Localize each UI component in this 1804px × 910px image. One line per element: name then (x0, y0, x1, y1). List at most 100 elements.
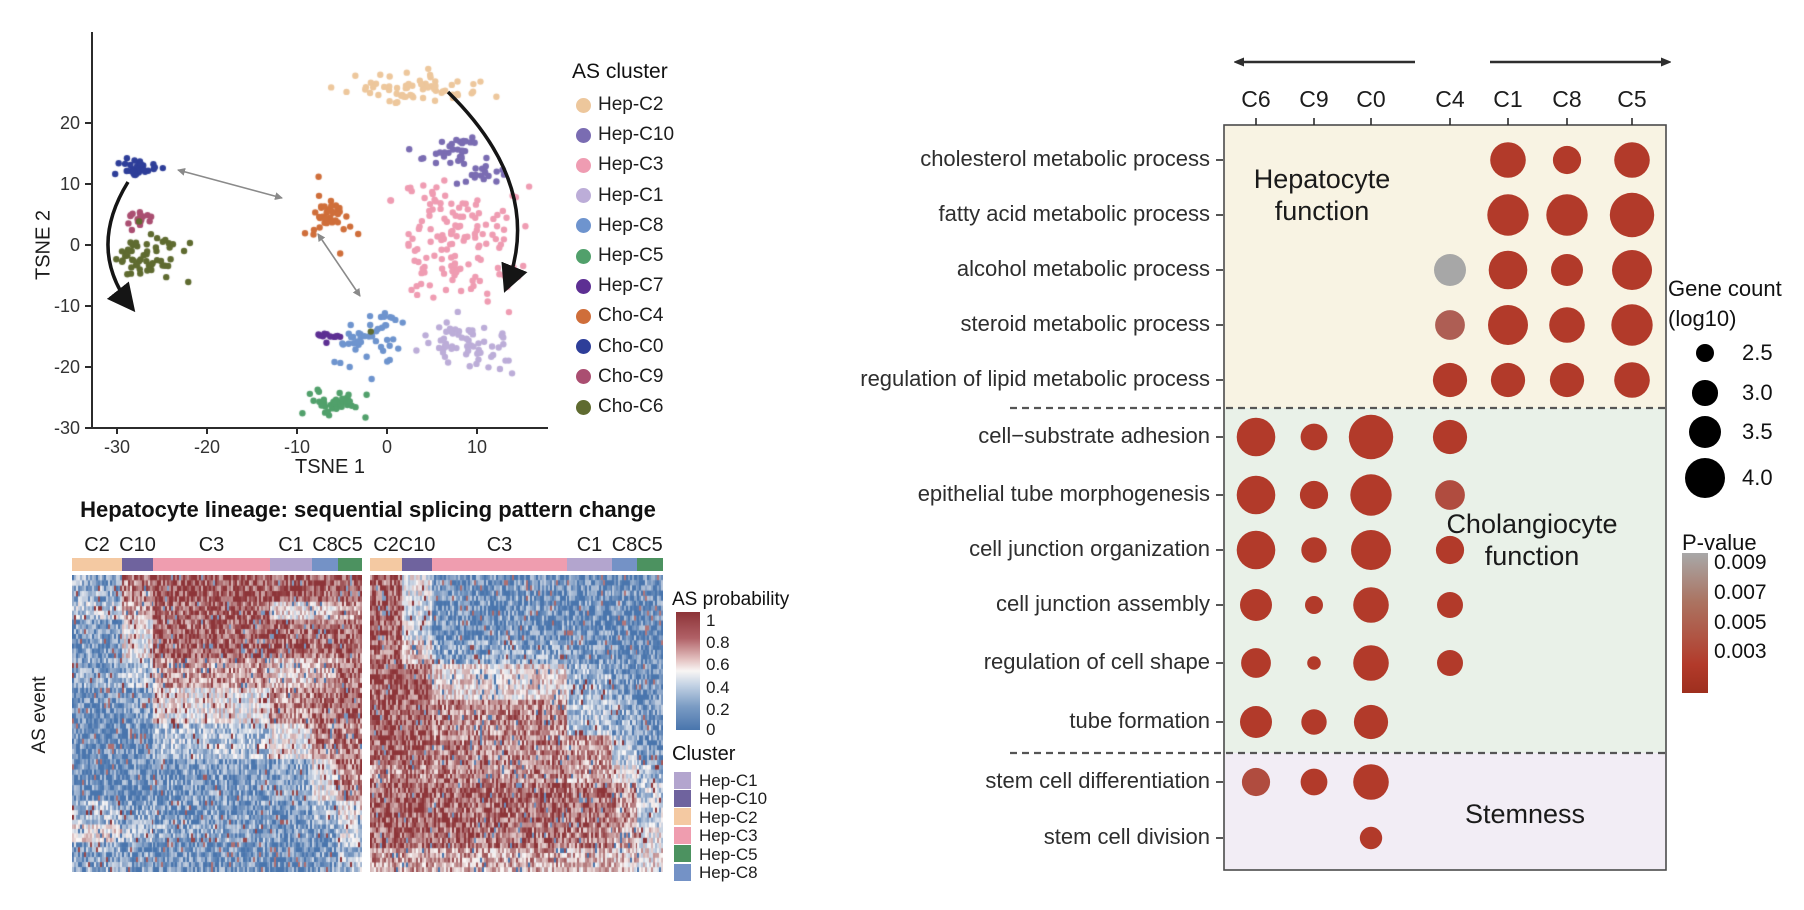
gene-count-legend-dot-3.5 (1688, 415, 1722, 449)
annotation-segment-C3 (432, 558, 567, 571)
tsne-x-axis-spine (88, 427, 548, 429)
dotplot-row-label: tube formation (1069, 708, 1210, 733)
go-dot-C5-row3 (1611, 304, 1653, 346)
dotplot-row-label: regulation of cell shape (983, 649, 1210, 674)
annotation-segment-C5 (338, 558, 362, 571)
tsne-legend-label-Cho-C6: Cho-C6 (598, 396, 664, 417)
tsne-legend-label-Hep-C5: Hep-C5 (598, 245, 664, 266)
tsne-y-tick (85, 183, 91, 185)
tsne-legend-swatch-Hep-C1 (576, 188, 591, 204)
go-dot-C8-row0 (1552, 145, 1582, 175)
go-dot-C0-row10 (1353, 704, 1389, 740)
tsne-y-tick-label: 10 (59, 174, 80, 194)
tsne-legend-label-Hep-C1: Hep-C1 (598, 184, 664, 206)
go-dot-C4-row2 (1434, 254, 1466, 286)
dotplot-column-label-C1: C1 (1493, 86, 1523, 112)
annotation-segment-C10 (122, 558, 153, 571)
dotplot-row-label: cell junction assembly (996, 591, 1210, 616)
go-dot-C0-row11 (1353, 764, 1389, 800)
annotation-segment-C1 (270, 558, 312, 571)
tsne-y-axis-spine (91, 32, 93, 428)
p-value-tick-label: 0.003 (1714, 640, 1767, 663)
dotplot-row-label: epithelial tube morphogenesis (917, 481, 1210, 506)
heatmap-column-label-C3: C3 (198, 534, 225, 556)
dotplot-column-label-C6: C6 (1241, 86, 1271, 112)
tsne-y-tick (85, 122, 91, 124)
cluster-legend-label-Hep-C8: Hep-C8 (699, 863, 758, 882)
cluster-legend-swatch-Hep-C1 (674, 771, 691, 789)
tsne-legend-title: AS cluster (572, 60, 668, 83)
tsne-x-tick (386, 428, 388, 434)
dotplot-row-label: stem cell differentiation (985, 768, 1210, 793)
tsne-legend-label-Cho-C9: Cho-C9 (598, 365, 664, 387)
annotation-segment-C8 (312, 558, 338, 571)
transition-double-arrow-1 (177, 167, 283, 201)
cluster-legend-label-Hep-C1: Hep-C1 (699, 771, 758, 790)
tsne-x-tick (476, 428, 478, 434)
go-dot-C8-row3 (1549, 307, 1585, 343)
go-dot-C4-row9 (1437, 650, 1463, 676)
go-dot-C4-row4 (1432, 362, 1468, 398)
annotation-segment-C8 (612, 558, 637, 571)
tsne-y-tick-label: -30 (53, 418, 80, 438)
gene-count-legend-value-2.5: 2.5 (1742, 340, 1773, 365)
tsne-x-tick (206, 428, 208, 434)
gene-count-legend-value-3.5: 3.5 (1742, 419, 1773, 444)
annotation-segment-C5 (637, 558, 663, 571)
heatmap-column-label-C2: C2 (373, 534, 399, 556)
tsne-legend-swatch-Cho-C9 (576, 369, 591, 385)
tsne-x-tick-label: -30 (103, 437, 130, 457)
tsne-legend-label-Hep-C8: Hep-C8 (598, 214, 664, 236)
cluster-legend-label-Hep-C5: Hep-C5 (699, 844, 758, 864)
section-label-stemness: Stemness (1464, 799, 1586, 829)
go-dot-C4-row6 (1435, 480, 1465, 510)
dotplot-column-label-C8: C8 (1552, 86, 1582, 112)
go-dot-C5-row4 (1614, 362, 1650, 398)
tsne-x-tick (116, 428, 118, 434)
go-dot-C6-row9 (1241, 648, 1271, 678)
tsne-x-tick-label: -10 (283, 437, 310, 457)
go-dot-C6-row6 (1236, 475, 1276, 515)
dotplot-row-label: stem cell division (1043, 824, 1210, 849)
dotplot-column-label-C5: C5 (1617, 86, 1647, 112)
go-dot-C6-row11 (1241, 767, 1271, 797)
tsne-y-tick-label: 20 (59, 113, 80, 133)
go-dot-C9-row9 (1307, 656, 1321, 670)
go-dot-C5-row0 (1614, 142, 1650, 178)
gene-count-legend-title-line2: (log10) (1668, 306, 1737, 331)
gene-count-legend-value-4.0: 4.0 (1742, 465, 1773, 490)
go-dot-C1-row0 (1490, 142, 1526, 178)
tsne-x-tick (296, 428, 298, 434)
as-probability-tick-label: 0.6 (706, 655, 730, 674)
cluster-legend-label-Hep-C10: Hep-C10 (699, 789, 768, 809)
tsne-legend-swatch-Cho-C6 (576, 399, 591, 415)
gene-count-legend-value-3.0: 3.0 (1742, 380, 1773, 405)
go-dot-C0-row7 (1351, 530, 1391, 570)
as-probability-colorbar (676, 612, 700, 730)
dotplot-row-label: fatty acid metabolic process (938, 201, 1210, 226)
tsne-legend-swatch-Cho-C0 (576, 339, 591, 355)
tsne-y-tick (85, 244, 91, 246)
heatmap-left-panel (72, 575, 362, 872)
go-dot-C9-row7 (1301, 537, 1327, 563)
dotplot-column-label-C0: C0 (1356, 86, 1386, 112)
heatmap-column-label-C8: C8 (312, 534, 338, 556)
as-probability-tick-label: 0 (706, 720, 716, 739)
go-dot-C4-row3 (1435, 310, 1465, 340)
gene-count-legend-dot-4.0 (1685, 458, 1725, 498)
go-dotplot (1010, 40, 1804, 871)
p-value-tick-label: 0.009 (1714, 551, 1767, 574)
tsne-legend-label-Hep-C3: Hep-C3 (598, 154, 664, 176)
go-dot-C6-row8 (1240, 589, 1272, 621)
tsne-legend-swatch-Hep-C7 (576, 278, 591, 294)
cluster-legend-swatch-Hep-C5 (674, 845, 691, 863)
go-dot-C8-row2 (1551, 254, 1583, 286)
tsne-y-tick (85, 427, 91, 429)
heatmap-column-label-C10: C10 (398, 534, 436, 556)
dotplot-column-label-C9: C9 (1299, 86, 1329, 112)
tsne-y-tick-label: -20 (53, 357, 80, 377)
p-value-tick-label: 0.005 (1714, 611, 1767, 634)
p-value-tick-label: 0.007 (1714, 581, 1767, 604)
as-probability-tick-label: 0.8 (706, 633, 730, 652)
dotplot-row-label: regulation of lipid metabolic process (860, 366, 1210, 391)
